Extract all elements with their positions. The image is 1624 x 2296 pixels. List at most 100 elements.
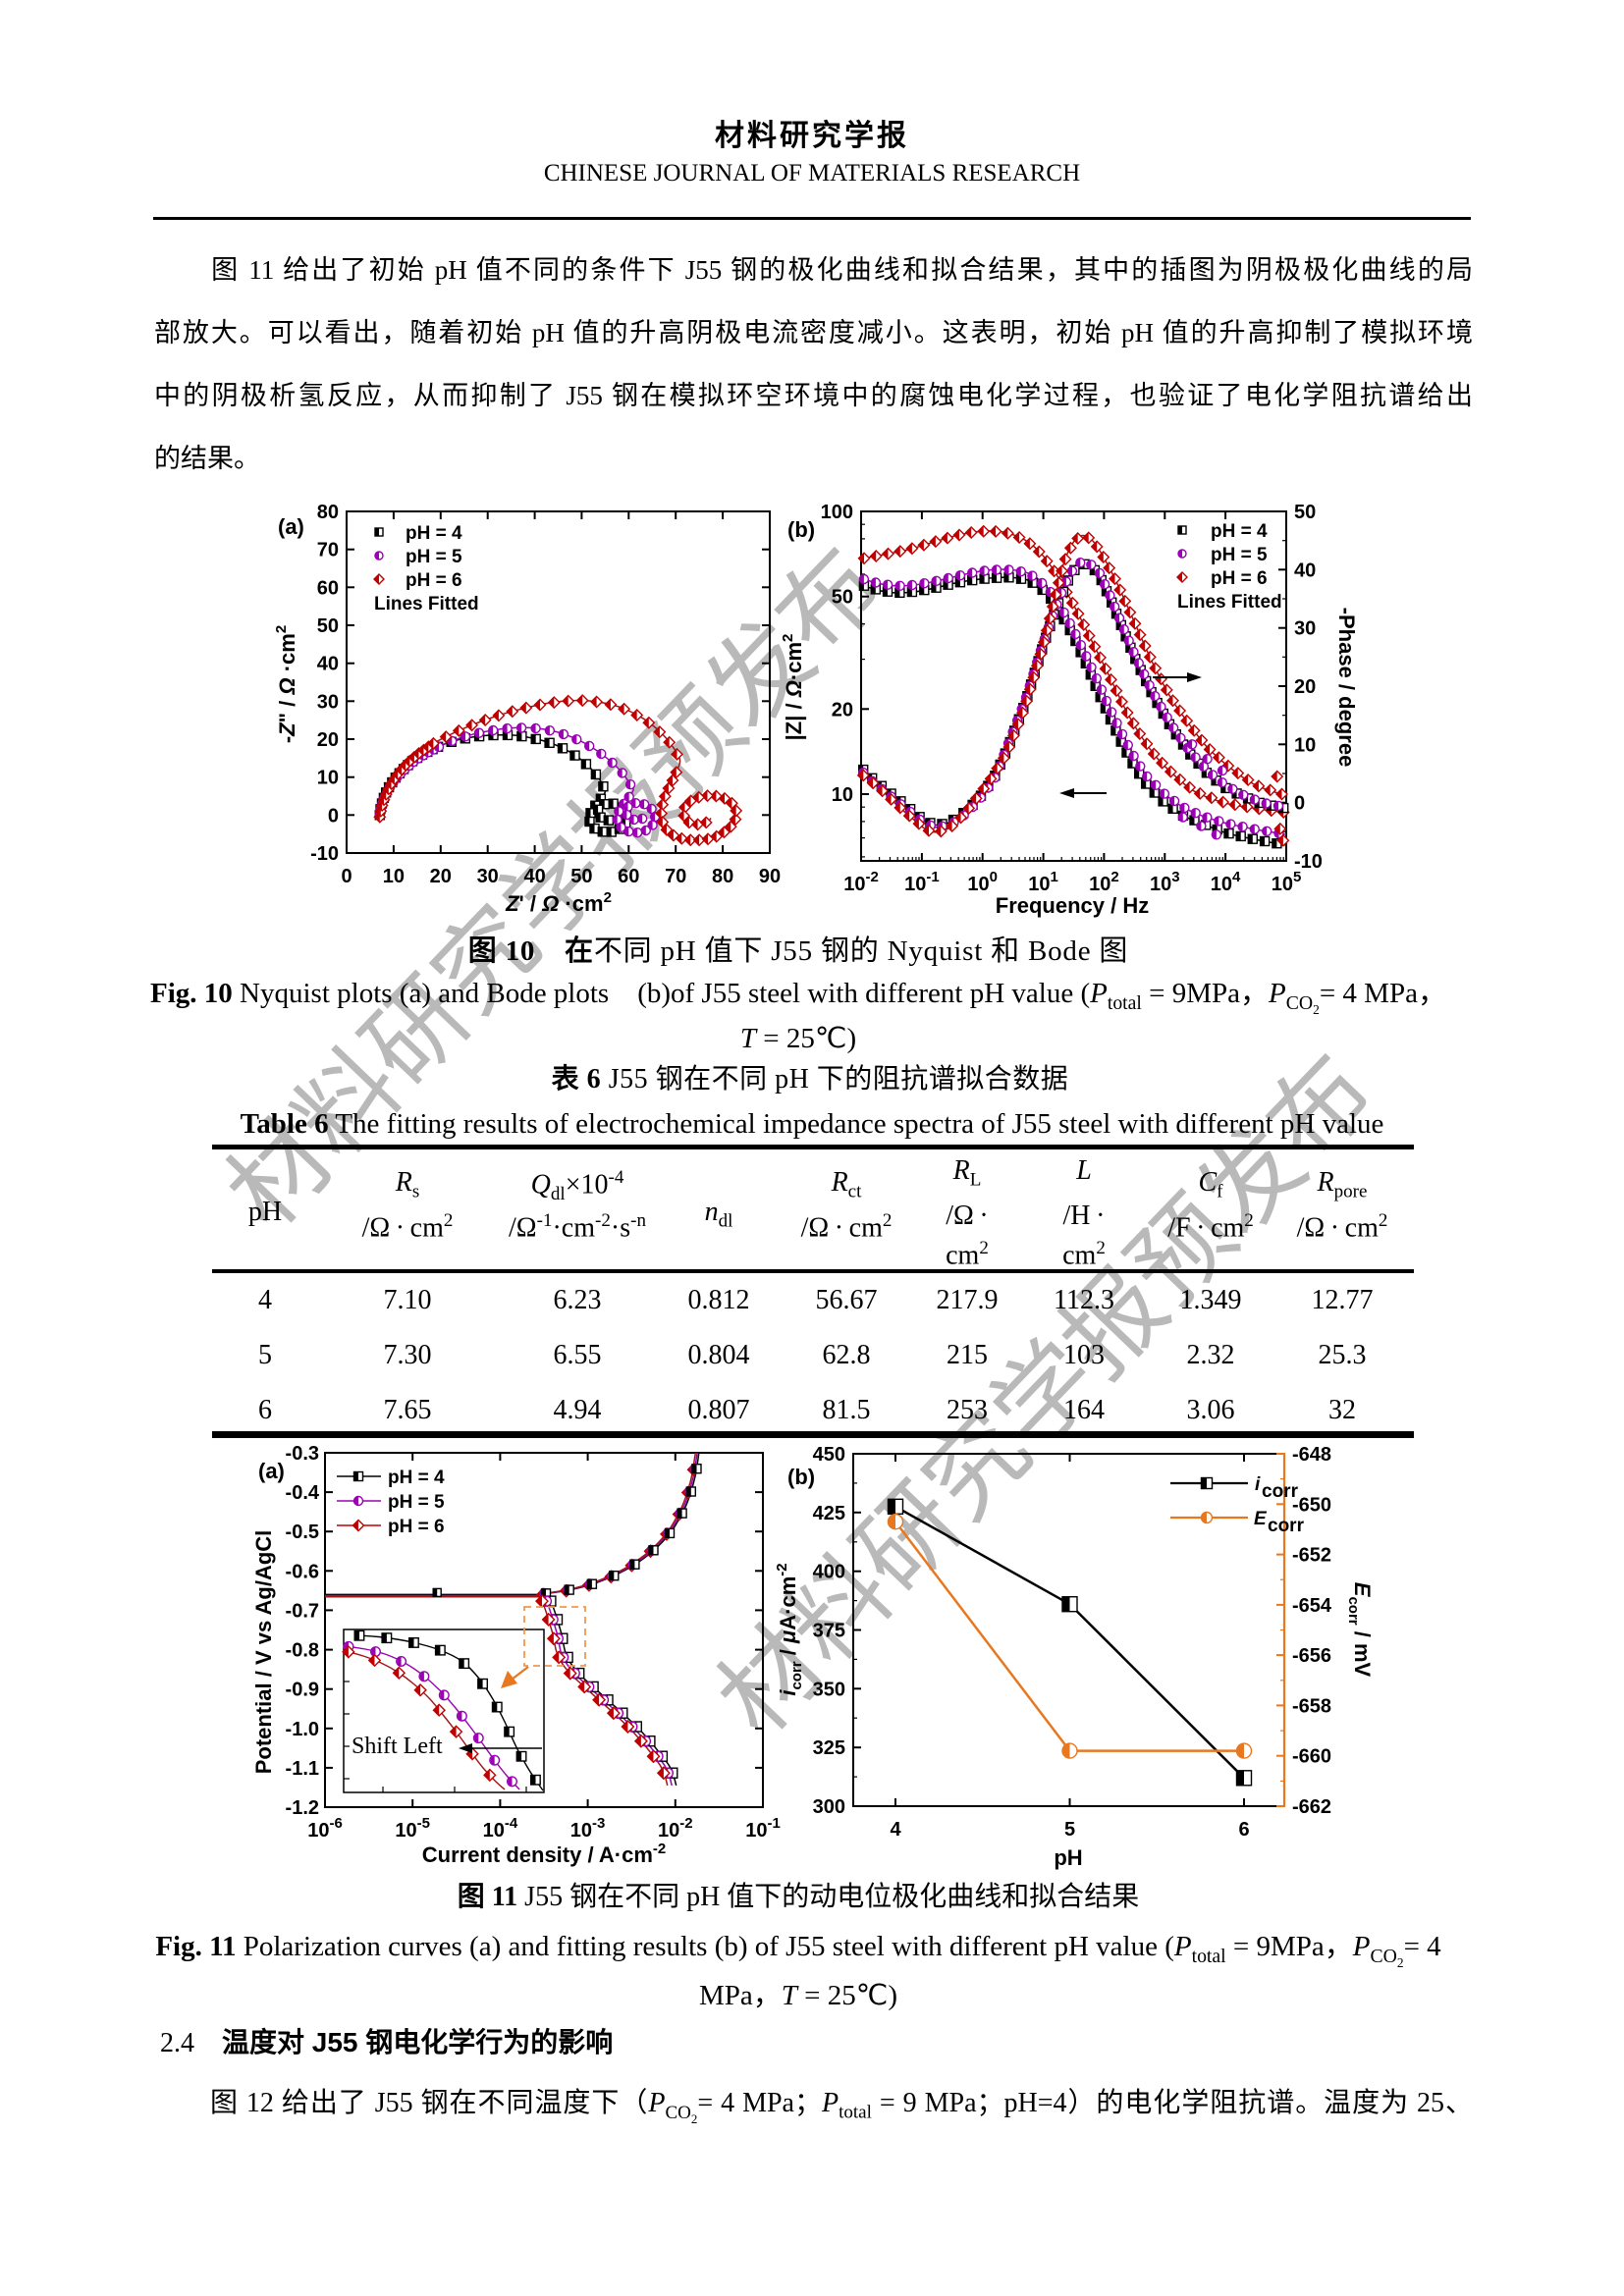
svg-text:-0.9: -0.9 <box>286 1680 319 1701</box>
svg-text:20: 20 <box>430 866 452 887</box>
svg-text:50: 50 <box>317 615 339 637</box>
svg-text:40: 40 <box>1294 560 1316 581</box>
svg-text:40: 40 <box>523 866 545 887</box>
svg-text:-10: -10 <box>1294 851 1323 873</box>
svg-text:10: 10 <box>317 768 339 789</box>
svg-text:5: 5 <box>1064 1819 1075 1841</box>
svg-text:Lines Fitted: Lines Fitted <box>374 594 479 614</box>
svg-text:0: 0 <box>341 866 352 887</box>
svg-text:-652: -652 <box>1292 1545 1331 1567</box>
svg-text:101: 101 <box>1028 869 1058 895</box>
svg-text:pH = 5: pH = 5 <box>406 547 462 567</box>
svg-text:60: 60 <box>618 866 639 887</box>
svg-text:-Phase / degree: -Phase / degree <box>1334 608 1359 768</box>
svg-text:(a): (a) <box>278 514 304 539</box>
svg-text:-0.6: -0.6 <box>286 1561 319 1582</box>
svg-text:-658: -658 <box>1292 1695 1331 1717</box>
svg-text:(b): (b) <box>787 1465 815 1489</box>
svg-text:6: 6 <box>1238 1819 1249 1841</box>
svg-text:(a): (a) <box>258 1459 285 1483</box>
svg-text:Lines Fitted: Lines Fitted <box>1177 592 1282 613</box>
svg-text:Shift Left: Shift Left <box>352 1734 443 1759</box>
svg-text:pH: pH <box>1054 1845 1082 1870</box>
svg-text:pH = 5: pH = 5 <box>1211 545 1268 565</box>
svg-text:pH = 6: pH = 6 <box>406 570 462 591</box>
svg-text:375: 375 <box>813 1621 845 1642</box>
svg-text:30: 30 <box>477 866 499 887</box>
svg-text:10-1: 10-1 <box>745 1815 781 1842</box>
svg-text:50: 50 <box>832 587 853 609</box>
svg-text:-654: -654 <box>1292 1595 1332 1617</box>
svg-text:Z' / Ω ·cm2: Z' / Ω ·cm2 <box>505 889 612 916</box>
svg-text:Current density / A·cm-2: Current density / A·cm-2 <box>422 1841 666 1867</box>
svg-text:70: 70 <box>665 866 686 887</box>
svg-text:425: 425 <box>813 1503 845 1524</box>
svg-text:-0.7: -0.7 <box>286 1600 319 1622</box>
svg-text:-650: -650 <box>1292 1494 1331 1516</box>
svg-text:90: 90 <box>759 866 781 887</box>
svg-text:corr: corr <box>1268 1516 1305 1536</box>
svg-text:102: 102 <box>1089 869 1119 895</box>
svg-text:300: 300 <box>813 1796 845 1818</box>
svg-text:10: 10 <box>1294 734 1316 756</box>
svg-text:-662: -662 <box>1292 1796 1331 1818</box>
svg-text:20: 20 <box>317 729 339 751</box>
svg-text:pH = 4: pH = 4 <box>406 523 462 544</box>
svg-text:-1.0: -1.0 <box>286 1719 319 1740</box>
svg-text:-0.3: -0.3 <box>286 1443 319 1465</box>
svg-text:Ecorr / mV: Ecorr / mV <box>1345 1582 1375 1678</box>
svg-text:-656: -656 <box>1292 1645 1331 1667</box>
svg-text:0: 0 <box>328 805 339 827</box>
svg-text:10-6: 10-6 <box>307 1815 343 1842</box>
svg-text:-648: -648 <box>1292 1444 1331 1466</box>
svg-text:|Z| / Ω·cm2: |Z| / Ω·cm2 <box>780 634 806 741</box>
svg-text:20: 20 <box>832 699 853 721</box>
svg-text:10-4: 10-4 <box>483 1815 518 1842</box>
svg-text:10-2: 10-2 <box>843 869 879 895</box>
svg-text:-1.2: -1.2 <box>286 1797 319 1819</box>
svg-text:10: 10 <box>383 866 405 887</box>
svg-text:325: 325 <box>813 1737 845 1759</box>
svg-text:-0.4: -0.4 <box>286 1482 320 1504</box>
svg-text:-1.1: -1.1 <box>286 1758 319 1780</box>
svg-text:400: 400 <box>813 1562 845 1583</box>
svg-text:pH = 5: pH = 5 <box>388 1492 445 1513</box>
svg-text:450: 450 <box>813 1444 845 1466</box>
svg-text:pH = 4: pH = 4 <box>1211 521 1268 542</box>
svg-text:50: 50 <box>1294 502 1316 523</box>
svg-text:pH = 4: pH = 4 <box>388 1468 445 1488</box>
svg-text:100: 100 <box>967 869 998 895</box>
svg-text:pH = 6: pH = 6 <box>1211 568 1268 589</box>
svg-text:-0.5: -0.5 <box>286 1522 319 1543</box>
svg-text:E: E <box>1254 1509 1268 1529</box>
svg-text:30: 30 <box>317 691 339 713</box>
svg-text:60: 60 <box>317 577 339 599</box>
svg-text:i: i <box>1255 1474 1261 1495</box>
svg-text:10-3: 10-3 <box>570 1815 606 1842</box>
svg-text:-660: -660 <box>1292 1746 1331 1768</box>
svg-text:10: 10 <box>832 784 853 806</box>
svg-text:30: 30 <box>1294 618 1316 640</box>
svg-text:pH = 6: pH = 6 <box>388 1517 445 1537</box>
svg-text:corr: corr <box>1262 1481 1299 1502</box>
svg-text:10-2: 10-2 <box>658 1815 693 1842</box>
svg-text:icorr / μA·cm-2: icorr / μA·cm-2 <box>774 1563 805 1695</box>
svg-text:80: 80 <box>712 866 733 887</box>
svg-text:10-5: 10-5 <box>395 1815 430 1842</box>
svg-text:(b): (b) <box>787 517 815 542</box>
svg-text:350: 350 <box>813 1679 845 1700</box>
svg-text:104: 104 <box>1211 869 1241 895</box>
svg-text:Frequency / Hz: Frequency / Hz <box>996 893 1149 918</box>
svg-text:-0.8: -0.8 <box>286 1640 319 1662</box>
svg-text:-10: -10 <box>310 843 339 865</box>
svg-text:103: 103 <box>1150 869 1180 895</box>
svg-text:105: 105 <box>1272 869 1302 895</box>
svg-text:0: 0 <box>1294 793 1305 815</box>
svg-text:-Z" / Ω ·cm2: -Z" / Ω ·cm2 <box>273 625 299 743</box>
svg-text:20: 20 <box>1294 676 1316 698</box>
svg-text:80: 80 <box>317 502 339 523</box>
svg-text:4: 4 <box>890 1819 901 1841</box>
svg-text:70: 70 <box>317 540 339 561</box>
svg-text:Potential / V vs Ag/AgCl: Potential / V vs Ag/AgCl <box>251 1530 276 1775</box>
svg-text:100: 100 <box>821 502 853 523</box>
